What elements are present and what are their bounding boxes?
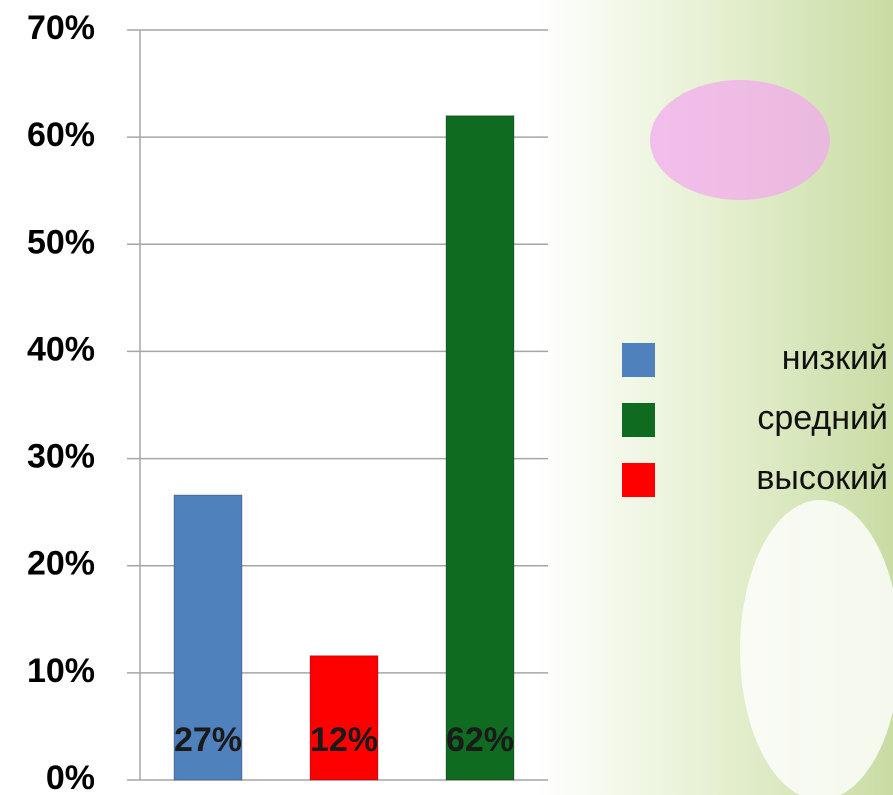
- data-label: 12%: [310, 721, 378, 759]
- legend-swatch: [622, 463, 655, 497]
- legend-swatch: [622, 403, 655, 437]
- y-tick-label: 30%: [27, 438, 95, 476]
- data-label: 62%: [446, 721, 514, 759]
- bar: [309, 655, 379, 781]
- legend-label: средний: [757, 399, 888, 437]
- y-tick-label: 40%: [27, 330, 95, 368]
- y-tick-label: 60%: [27, 116, 95, 154]
- y-tick-label: 10%: [27, 652, 95, 690]
- bar: [173, 494, 243, 781]
- butterfly-decoration: [650, 80, 830, 200]
- legend-label: низкий: [782, 339, 888, 377]
- data-label: 27%: [174, 721, 242, 759]
- legend-label: высокий: [756, 459, 888, 497]
- y-tick-label: 0%: [46, 759, 95, 795]
- flower-decoration: [740, 500, 893, 795]
- y-tick-label: 50%: [27, 223, 95, 261]
- legend-swatch: [622, 343, 655, 377]
- bar: [445, 115, 515, 781]
- y-tick-label: 20%: [27, 545, 95, 583]
- y-tick-label: 70%: [27, 9, 95, 47]
